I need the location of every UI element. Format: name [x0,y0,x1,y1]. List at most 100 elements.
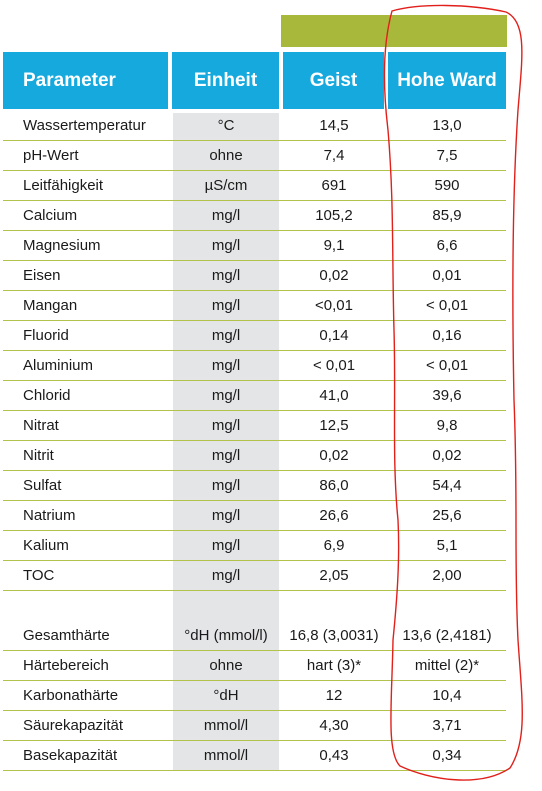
header-hohe-ward: Hohe Ward [388,52,506,109]
hohe-ward-value-cell: 13,6 (2,4181) [402,627,492,644]
parameter-cell: Fluorid [23,327,69,344]
geist-value-cell: 691 [321,177,347,194]
unit-cell: mg/l [211,477,241,494]
hohe-ward-value-cell: 25,6 [432,507,462,524]
unit-cell: mmol/l [203,717,249,734]
table-row: Natrium mg/l 26,6 25,6 [3,501,506,531]
parameter-cell: Karbonathärte [23,687,119,704]
hohe-ward-value-cell: < 0,01 [425,357,469,374]
hohe-ward-value-cell: 2,00 [432,567,462,584]
unit-cell: °C [217,117,235,134]
unit-cell: mg/l [211,507,241,524]
unit-cell: mg/l [211,387,241,404]
geist-value-cell: 0,14 [319,327,349,344]
table-row: TOC mg/l 2,05 2,00 [3,561,506,591]
parameter-cell: Gesamthärte [23,627,110,644]
geist-value-cell: 12 [325,687,343,704]
table-row: Magnesium mg/l 9,1 6,6 [3,231,506,261]
geist-value-cell: 2,05 [319,567,349,584]
parameter-cell: Sulfat [23,477,62,494]
geist-value-cell: 86,0 [319,477,349,494]
parameter-cell: Natrium [23,507,76,524]
unit-cell: mg/l [211,207,241,224]
geist-value-cell: 16,8 (3,0031) [289,627,379,644]
unit-cell: mg/l [211,447,241,464]
hohe-ward-value-cell: 6,6 [436,237,458,254]
hohe-ward-value-cell: 85,9 [432,207,462,224]
parameter-cell: Aluminium [23,357,94,374]
table-row: Nitrat mg/l 12,5 9,8 [3,411,506,441]
hohe-ward-value-cell: 0,34 [432,747,462,764]
table-row: Eisen mg/l 0,02 0,01 [3,261,506,291]
geist-value-cell: 105,2 [315,207,353,224]
parameter-cell: Kalium [23,537,69,554]
hohe-ward-value-cell: 7,5 [436,147,458,164]
table-row: Härtebereich ohne hart (3)* mittel (2)* [3,651,506,681]
table-row: pH-Wert ohne 7,4 7,5 [3,141,506,171]
parameter-cell: Härtebereich [23,657,109,674]
hohe-ward-value-cell: 0,01 [432,267,462,284]
unit-cell: mg/l [211,267,241,284]
table-row: Leitfähigkeit µS/cm 691 590 [3,171,506,201]
geist-value-cell: <0,01 [315,297,353,314]
header-geist: Geist [283,52,384,109]
table-row: Sulfat mg/l 86,0 54,4 [3,471,506,501]
geist-value-cell: 6,9 [323,537,345,554]
geist-value-cell: 41,0 [319,387,349,404]
parameter-cell: Säurekapazität [23,717,124,734]
table-row: Säurekapazität mmol/l 4,30 3,71 [3,711,506,741]
header-parameter: Parameter [3,52,168,109]
hohe-ward-value-cell: 54,4 [432,477,462,494]
parameter-cell: pH-Wert [23,147,79,164]
parameter-cell: Basekapazität [23,747,118,764]
parameter-cell: TOC [23,567,55,584]
table-row: Kalium mg/l 6,9 5,1 [3,531,506,561]
hohe-ward-value-cell: 590 [434,177,460,194]
hohe-ward-value-cell: 39,6 [432,387,462,404]
table-row: Wassertemperatur °C 14,5 13,0 [3,111,506,141]
unit-cell: ohne [209,147,243,164]
parameter-cell: Eisen [23,267,61,284]
parameter-cell: Calcium [23,207,78,224]
unit-cell: °dH [213,687,239,704]
unit-cell: mg/l [211,297,241,314]
geist-value-cell: < 0,01 [312,357,356,374]
unit-column-background [173,113,279,771]
geist-value-cell: 9,1 [323,237,345,254]
parameter-cell: Nitrit [23,447,54,464]
geist-value-cell: 12,5 [319,417,349,434]
hohe-ward-value-cell: < 0,01 [425,297,469,314]
table-row: Nitrit mg/l 0,02 0,02 [3,441,506,471]
hohe-ward-value-cell: 0,16 [432,327,462,344]
parameter-cell: Leitfähigkeit [23,177,104,194]
unit-cell: µS/cm [204,177,248,194]
geist-value-cell: 0,43 [319,747,349,764]
unit-cell: mg/l [211,237,241,254]
geist-value-cell: 0,02 [319,267,349,284]
geist-value-cell: 14,5 [319,117,349,134]
geist-value-cell: 26,6 [319,507,349,524]
parameter-cell: Chlorid [23,387,71,404]
geist-value-cell: 7,4 [323,147,345,164]
parameter-cell: Nitrat [23,417,59,434]
table-row: Basekapazität mmol/l 0,43 0,34 [3,741,506,771]
unit-cell: mg/l [211,417,241,434]
table-row: Aluminium mg/l < 0,01 < 0,01 [3,351,506,381]
table-row: Mangan mg/l <0,01 < 0,01 [3,291,506,321]
header-einheit: Einheit [172,52,279,109]
parameter-cell: Mangan [23,297,78,314]
hohe-ward-value-cell: mittel (2)* [414,657,480,674]
unit-cell: mmol/l [203,747,249,764]
table-row: Fluorid mg/l 0,14 0,16 [3,321,506,351]
geist-value-cell: 0,02 [319,447,349,464]
unit-cell: mg/l [211,327,241,344]
unit-cell: mg/l [211,537,241,554]
unit-cell: mg/l [211,567,241,584]
geist-value-cell: 4,30 [319,717,349,734]
unit-cell: °dH (mmol/l) [184,627,268,644]
unit-cell: mg/l [211,357,241,374]
hohe-ward-value-cell: 0,02 [432,447,462,464]
hohe-ward-value-cell: 9,8 [436,417,458,434]
hohe-ward-value-cell: 13,0 [432,117,462,134]
parameter-cell: Magnesium [23,237,101,254]
